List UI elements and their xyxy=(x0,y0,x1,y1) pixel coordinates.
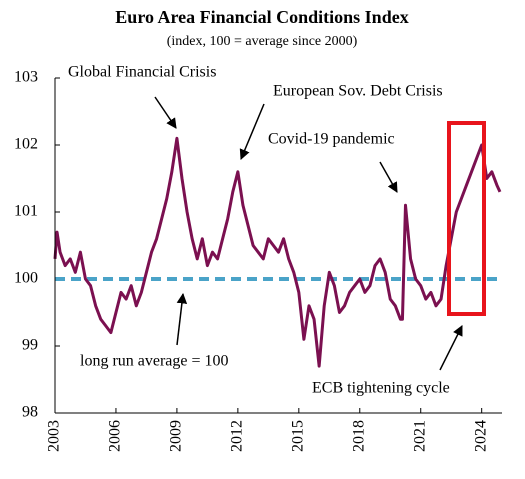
x-tick-label: 2003 xyxy=(46,420,63,452)
highlight-box xyxy=(447,121,486,316)
arrow xyxy=(239,103,265,160)
x-tick-label: 2015 xyxy=(289,420,306,452)
y-tick-label: 102 xyxy=(14,136,38,153)
y-tick-label: 100 xyxy=(14,270,38,287)
series-line xyxy=(53,136,502,368)
x-tick-label: 2018 xyxy=(350,420,367,452)
x-tick-label: 2012 xyxy=(229,420,246,452)
annotation: Covid-19 pandemic xyxy=(268,131,395,148)
arrow xyxy=(379,161,398,193)
x-tick-label: 2024 xyxy=(472,420,489,452)
x-tick-label: 2006 xyxy=(107,420,124,452)
annotation: ECB tightening cycle xyxy=(312,380,450,397)
chart-subtitle: (index, 100 = average since 2000) xyxy=(167,34,358,49)
annotation: European Sov. Debt Crisis xyxy=(273,83,443,100)
arrow xyxy=(439,325,463,371)
plot-area: 98 99 100 101 102 103 2003 2006 2009 2012 2015 2018… xyxy=(14,69,502,452)
y-tick-label: 101 xyxy=(14,203,38,220)
y-tick-label: 103 xyxy=(14,69,38,86)
arrow xyxy=(154,96,177,129)
y-tick-label: 99 xyxy=(22,337,38,354)
arrow xyxy=(176,292,188,346)
annotation: Global Financial Crisis xyxy=(68,64,216,81)
x-tick-label: 2009 xyxy=(168,420,185,452)
arrows xyxy=(154,96,463,371)
annotation: long run average = 100 xyxy=(80,353,229,370)
y-tick-label: 98 xyxy=(22,404,38,421)
chart-title: Euro Area Financial Conditions Index xyxy=(115,7,408,27)
x-tick-label: 2021 xyxy=(411,420,428,452)
